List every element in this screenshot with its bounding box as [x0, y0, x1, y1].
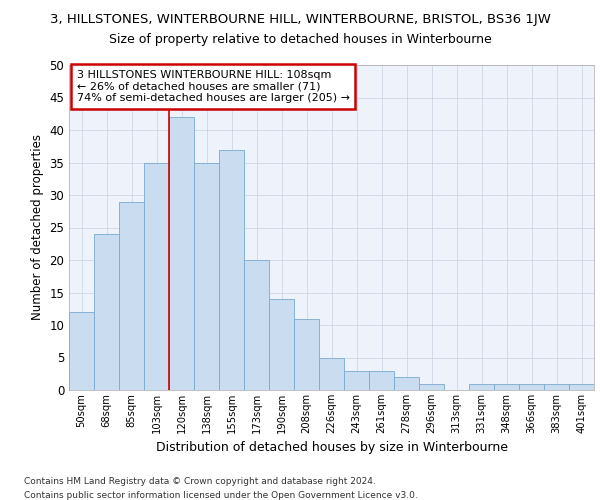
- Bar: [69, 312, 94, 390]
- Bar: [519, 384, 544, 390]
- Bar: [169, 117, 194, 390]
- Bar: [194, 162, 219, 390]
- Text: 3 HILLSTONES WINTERBOURNE HILL: 108sqm
← 26% of detached houses are smaller (71): 3 HILLSTONES WINTERBOURNE HILL: 108sqm ←…: [77, 70, 350, 103]
- Bar: [119, 202, 144, 390]
- Bar: [344, 370, 369, 390]
- Bar: [369, 370, 394, 390]
- Bar: [494, 384, 519, 390]
- Text: 3, HILLSTONES, WINTERBOURNE HILL, WINTERBOURNE, BRISTOL, BS36 1JW: 3, HILLSTONES, WINTERBOURNE HILL, WINTER…: [50, 12, 550, 26]
- Bar: [394, 377, 419, 390]
- Bar: [319, 358, 344, 390]
- Bar: [419, 384, 444, 390]
- Bar: [144, 162, 169, 390]
- Bar: [294, 318, 319, 390]
- Bar: [569, 384, 594, 390]
- Text: Contains HM Land Registry data © Crown copyright and database right 2024.: Contains HM Land Registry data © Crown c…: [24, 478, 376, 486]
- Text: Size of property relative to detached houses in Winterbourne: Size of property relative to detached ho…: [109, 32, 491, 46]
- X-axis label: Distribution of detached houses by size in Winterbourne: Distribution of detached houses by size …: [155, 442, 508, 454]
- Bar: [544, 384, 569, 390]
- Bar: [94, 234, 119, 390]
- Bar: [244, 260, 269, 390]
- Bar: [269, 299, 294, 390]
- Y-axis label: Number of detached properties: Number of detached properties: [31, 134, 44, 320]
- Text: Contains public sector information licensed under the Open Government Licence v3: Contains public sector information licen…: [24, 491, 418, 500]
- Bar: [219, 150, 244, 390]
- Bar: [469, 384, 494, 390]
